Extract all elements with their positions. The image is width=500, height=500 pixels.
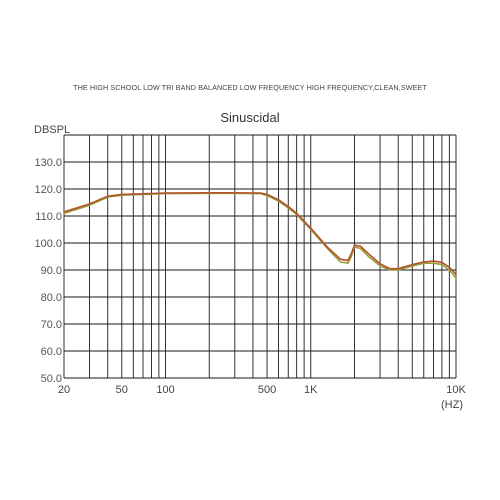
y-tick-labels: 130.0 120.0 110.0 100.0 90.0 80.0 70.0 60.0 50.0 bbox=[34, 157, 62, 385]
chart-caption: THE HIGH SCHOOL LOW TRI BAND BALANCED LO… bbox=[73, 83, 427, 92]
x-tick-label: 100 bbox=[156, 384, 174, 396]
y-tick-label: 50.0 bbox=[41, 373, 62, 385]
y-tick-label: 120.0 bbox=[34, 184, 62, 196]
y-tick-label: 100.0 bbox=[34, 238, 62, 250]
y-tick-label: 90.0 bbox=[41, 265, 62, 277]
x-tick-labels: 20 50 100 500 1K 10K bbox=[58, 384, 467, 396]
y-tick-label: 110.0 bbox=[35, 211, 62, 223]
y-tick-label: 70.0 bbox=[41, 319, 62, 331]
x-tick-label: 50 bbox=[116, 384, 128, 396]
y-tick-label: 60.0 bbox=[41, 346, 62, 358]
series-line-1 bbox=[63, 192, 457, 279]
y-axis-label: DBSPL bbox=[34, 124, 71, 136]
x-tick-label: 1K bbox=[304, 384, 318, 396]
y-tick-label: 130.0 bbox=[34, 157, 62, 169]
x-axis-unit-label: (HZ) bbox=[441, 399, 463, 411]
x-tick-label: 10K bbox=[446, 384, 466, 396]
x-tick-label: 500 bbox=[258, 384, 276, 396]
chart-title: Sinuscidal bbox=[220, 110, 280, 125]
series-line-2 bbox=[63, 191, 457, 276]
series-lines bbox=[63, 191, 457, 279]
grid bbox=[63, 134, 457, 379]
x-tick-label: 20 bbox=[58, 384, 70, 396]
y-tick-label: 80.0 bbox=[41, 292, 62, 304]
